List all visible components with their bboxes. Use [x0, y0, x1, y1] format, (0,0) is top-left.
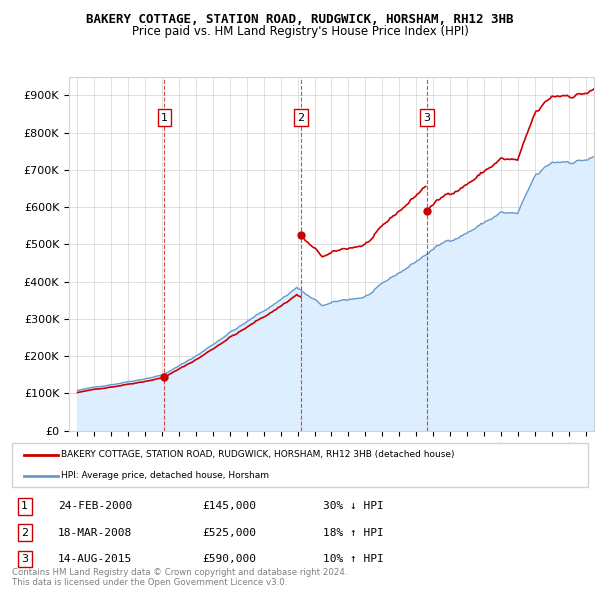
Text: BAKERY COTTAGE, STATION ROAD, RUDGWICK, HORSHAM, RH12 3HB (detached house): BAKERY COTTAGE, STATION ROAD, RUDGWICK, …	[61, 450, 454, 460]
Text: 30% ↓ HPI: 30% ↓ HPI	[323, 502, 384, 511]
Text: 14-AUG-2015: 14-AUG-2015	[58, 554, 133, 564]
Text: £525,000: £525,000	[202, 527, 256, 537]
Text: 10% ↑ HPI: 10% ↑ HPI	[323, 554, 384, 564]
Text: 2: 2	[21, 527, 28, 537]
FancyBboxPatch shape	[12, 442, 588, 487]
Text: 1: 1	[21, 502, 28, 511]
Text: 24-FEB-2000: 24-FEB-2000	[58, 502, 133, 511]
Text: 18-MAR-2008: 18-MAR-2008	[58, 527, 133, 537]
Text: 18% ↑ HPI: 18% ↑ HPI	[323, 527, 384, 537]
Text: BAKERY COTTAGE, STATION ROAD, RUDGWICK, HORSHAM, RH12 3HB: BAKERY COTTAGE, STATION ROAD, RUDGWICK, …	[86, 13, 514, 26]
Text: 3: 3	[21, 554, 28, 564]
Text: Contains HM Land Registry data © Crown copyright and database right 2024.
This d: Contains HM Land Registry data © Crown c…	[12, 568, 347, 587]
Text: 1: 1	[161, 113, 168, 123]
Text: HPI: Average price, detached house, Horsham: HPI: Average price, detached house, Hors…	[61, 471, 269, 480]
Text: Price paid vs. HM Land Registry's House Price Index (HPI): Price paid vs. HM Land Registry's House …	[131, 25, 469, 38]
Text: £145,000: £145,000	[202, 502, 256, 511]
Text: £590,000: £590,000	[202, 554, 256, 564]
Text: 2: 2	[298, 113, 305, 123]
Text: 3: 3	[423, 113, 430, 123]
